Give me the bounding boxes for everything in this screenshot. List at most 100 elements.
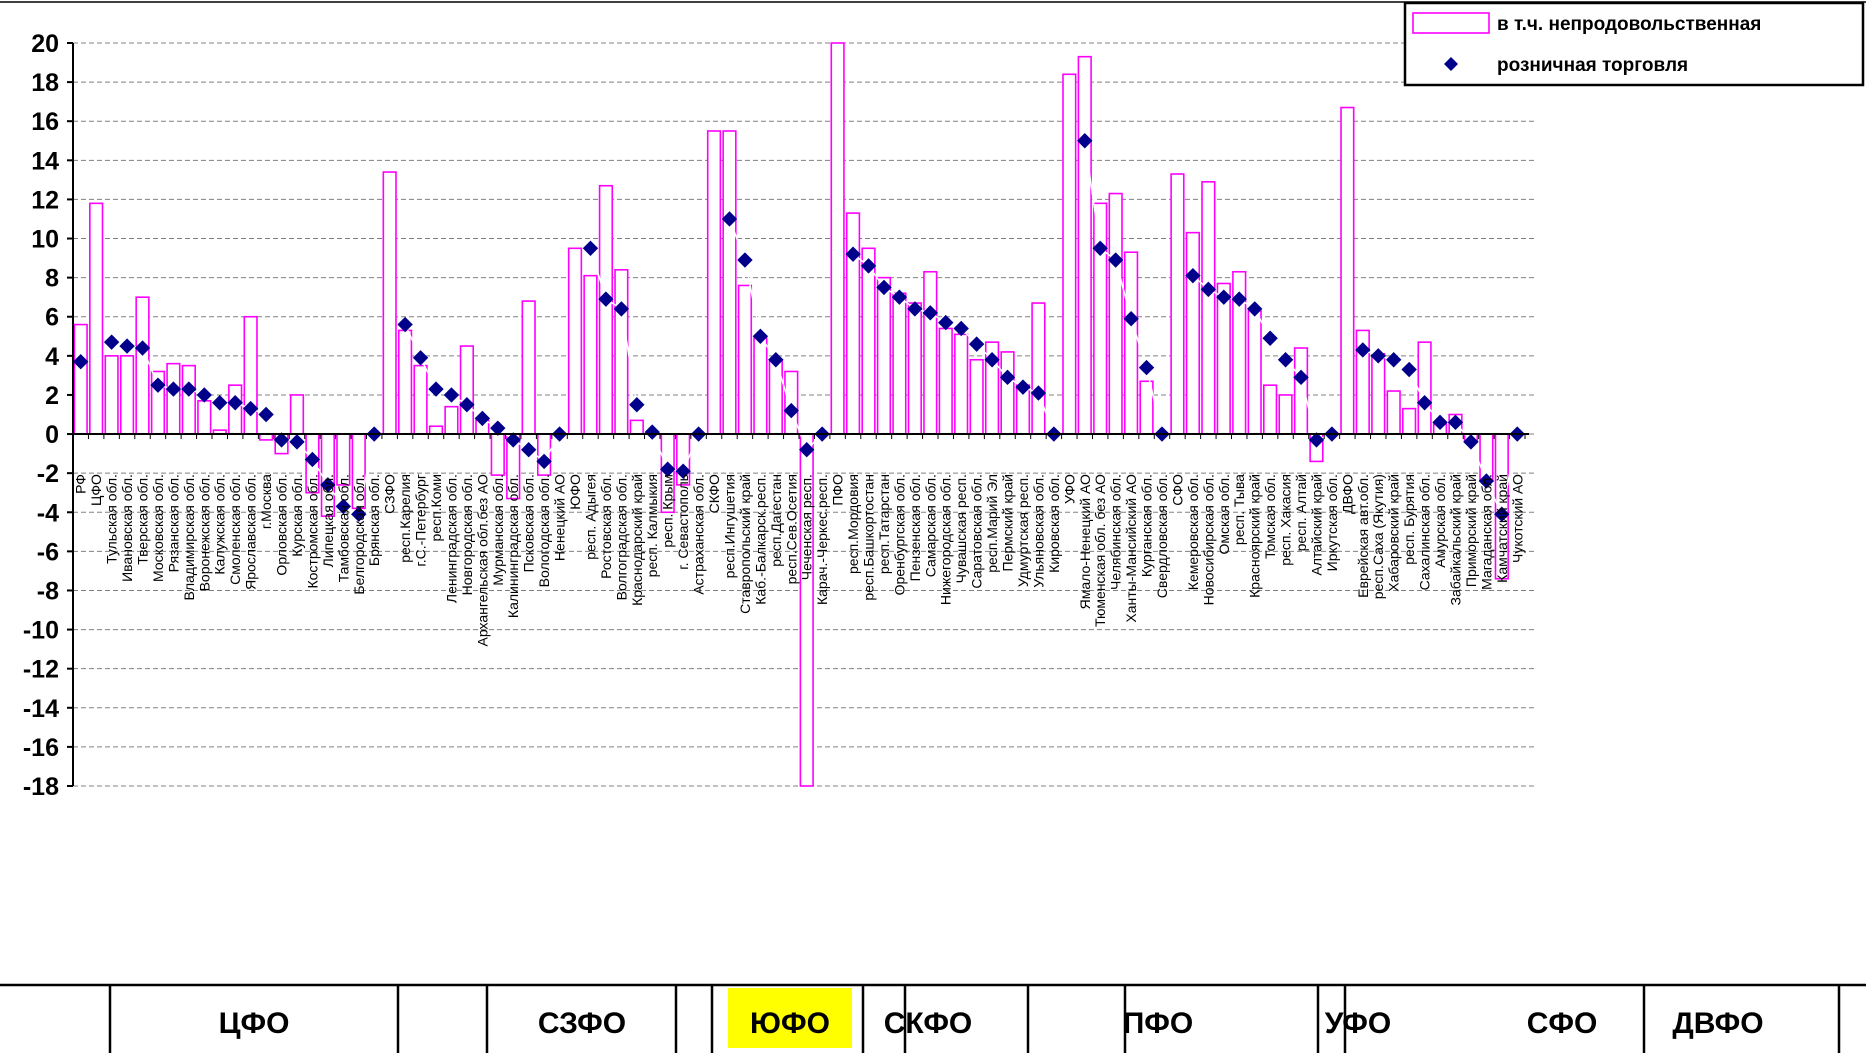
x-tick-label: Каб.-Балкарск.респ. xyxy=(752,474,768,605)
x-tick-label: Вологодская обл. xyxy=(536,474,552,587)
bar-Ивановская обл. xyxy=(119,355,135,435)
x-tick-label: Ивановская обл. xyxy=(119,474,135,582)
marker-респ. Адыгея xyxy=(582,240,599,257)
x-tick-label: Хабаровский край xyxy=(1386,474,1402,592)
y-tick-label: 2 xyxy=(45,382,59,410)
x-tick-label: Тамбовская обл. xyxy=(335,474,351,582)
bar-Ханты-Мансийский АО xyxy=(1123,251,1139,435)
bar-респ. Алтай xyxy=(1293,347,1309,435)
marker-Забайкальский край xyxy=(1447,414,1464,431)
marker-респ. Алтай xyxy=(1293,369,1309,386)
bar-респ.Сев.Осетия xyxy=(784,370,799,435)
x-tick-label: Еврейская авт.обл. xyxy=(1355,474,1371,598)
bar-респ.Башкортостан xyxy=(861,247,876,435)
bar-респ.Ингушетия xyxy=(722,130,737,435)
district-axis: ЦФО СЗФО ЮФО СКФО ПФО УФО СФО ДВФО xyxy=(0,983,1866,1053)
connector-line xyxy=(1037,392,1055,435)
marker-респ.Марий Эл xyxy=(984,352,1000,368)
x-tick-label: Тюменская обл. без АО xyxy=(1092,474,1108,627)
bar-ПФО xyxy=(830,42,845,435)
bar-РФ xyxy=(73,323,88,435)
marker-Белгородская обл. xyxy=(351,506,367,522)
x-tick-label: Самарская обл. xyxy=(922,474,938,577)
x-tick-label: Псковская обл. xyxy=(521,474,537,572)
marker-Воронежская обл. xyxy=(196,387,213,403)
bar-Ямало-Ненецкий АО xyxy=(1077,55,1092,435)
x-tick-label: Забайкальский край xyxy=(1447,474,1463,605)
y-tick-label: -12 xyxy=(23,656,59,684)
x-tick-label: респ. Хакасия xyxy=(1278,474,1294,566)
x-tick-label: Ямало-Ненецкий АО xyxy=(1077,474,1093,609)
x-tick-label: респ.Башкортостан xyxy=(861,474,877,601)
bar-респ. Бурятия xyxy=(1402,407,1417,435)
bar-респ.Мордовия xyxy=(845,212,861,435)
x-tick-label: Мурманская обл. xyxy=(490,474,506,586)
connector-line xyxy=(419,357,437,390)
bar-Чувашская респ. xyxy=(954,333,969,435)
bar-респ.Карелия xyxy=(397,329,413,435)
x-tick-label: Орловская обл. xyxy=(274,474,290,576)
marker-Оренбургская обл. xyxy=(891,289,908,305)
x-tick-label: Челябинская обл. xyxy=(1108,474,1124,590)
x-tick-label: респ.Коми xyxy=(428,474,444,541)
marker-Тюменская обл. без АО xyxy=(1092,240,1108,257)
marker-Еврейская авт.обл. xyxy=(1355,342,1371,358)
x-tick-label: Пензенская обл. xyxy=(907,474,923,581)
bar-СКФО xyxy=(706,130,722,435)
bar-Каб.-Балкарск.респ. xyxy=(753,337,768,435)
y-tick-label: -14 xyxy=(23,695,59,723)
marker-Пермский край xyxy=(999,369,1016,386)
x-tick-label: Белгородская обл. xyxy=(351,474,367,595)
bar-Краснодарский край xyxy=(629,419,644,435)
district-label: ЮФО xyxy=(750,1007,830,1040)
x-tick-label: Воронежская обл. xyxy=(196,474,212,591)
bar-респ. Хакасия xyxy=(1278,394,1293,435)
marker-респ.Карелия xyxy=(397,316,413,333)
y-tick-label: 20 xyxy=(31,30,59,58)
bar-Хабаровский край xyxy=(1386,390,1401,435)
connector-line xyxy=(1130,318,1148,368)
y-tick-label: 12 xyxy=(31,186,59,214)
marker-Ростовская обл. xyxy=(598,291,614,307)
x-tick-label: ЦФО xyxy=(88,474,104,506)
bar-Томская обл. xyxy=(1262,384,1278,435)
x-tick-label: Сахалинская обл. xyxy=(1417,474,1433,590)
x-tick-label: Калининградская обл. xyxy=(505,474,521,618)
marker-Кемеровская обл. xyxy=(1185,267,1201,284)
bar-ДВФО xyxy=(1340,106,1355,435)
bar-Псковская обл. xyxy=(521,300,536,435)
marker-респ. Крым xyxy=(659,461,676,477)
bar-Мурманская обл. xyxy=(490,433,505,476)
marker-Хабаровский край xyxy=(1385,352,1402,368)
marker-Магаданская обл. xyxy=(1478,473,1495,489)
bar-Оренбургская обл. xyxy=(892,292,907,435)
x-tick-label: СЗФО xyxy=(382,474,398,514)
x-tick-label: Калужская обл. xyxy=(212,474,228,575)
connector-line xyxy=(744,259,762,337)
marker-Архангельская обл.без АО xyxy=(474,410,491,427)
x-tick-label: ЮФО xyxy=(567,474,583,510)
x-tick-label: Владимирская обл. xyxy=(181,474,197,600)
y-tick-label: 18 xyxy=(31,69,59,97)
x-tick-label: респ. Тыва xyxy=(1231,474,1247,545)
x-tick-label: Курганская обл. xyxy=(1139,474,1155,577)
x-tick-label: Липецкая обл. xyxy=(320,474,336,567)
legend-label-marker: розничная торговля xyxy=(1497,55,1688,76)
bar-ЦФО xyxy=(89,202,104,435)
district-label: УФО xyxy=(1325,1007,1391,1040)
legend-swatch-bar xyxy=(1412,12,1490,34)
bar-респ. Адыгея xyxy=(583,274,598,435)
connector-line xyxy=(1485,480,1503,515)
bar-Нижегородская обл. xyxy=(938,327,953,435)
x-tick-label: респ. Адыгея xyxy=(582,474,598,560)
connector-line xyxy=(358,433,375,515)
x-tick-label: Московская обл. xyxy=(150,474,166,582)
connector-line xyxy=(404,324,422,359)
x-tick-label: респ. Калмыкия xyxy=(644,474,660,577)
x-tick-label: Удмуртская респ. xyxy=(1015,474,1031,587)
connector-line xyxy=(775,359,792,411)
marker-респ. Бурятия xyxy=(1401,361,1417,378)
x-tick-label: респ.Карелия xyxy=(397,474,413,563)
marker-Самарская обл. xyxy=(922,305,939,321)
marker-респ.Саха (Якутия) xyxy=(1370,348,1386,364)
